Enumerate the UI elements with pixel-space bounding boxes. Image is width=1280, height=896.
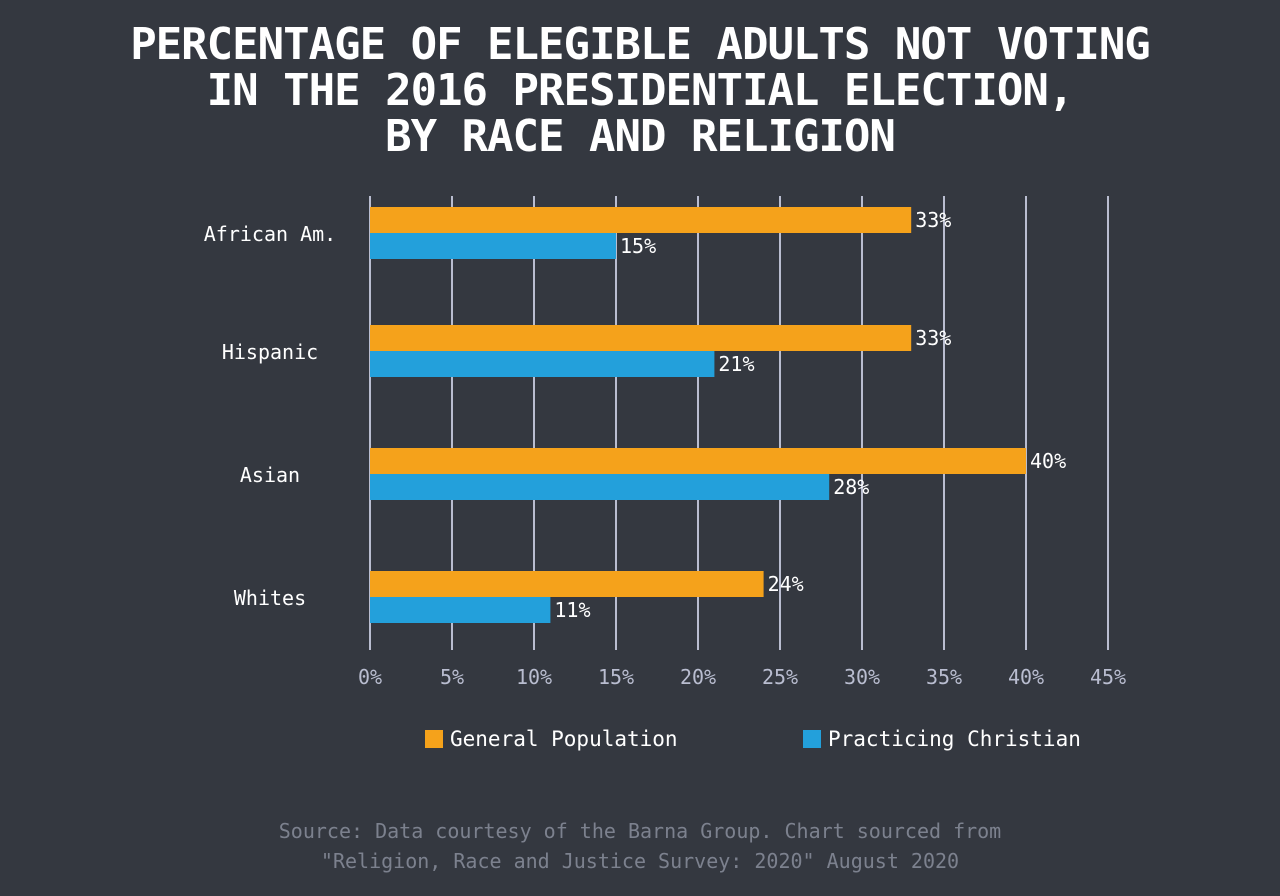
chart-title-line: PERCENTAGE OF ELEGIBLE ADULTS NOT VOTING (130, 19, 1151, 70)
bar (370, 597, 551, 623)
category-label: Hispanic (222, 340, 318, 364)
bar (370, 325, 912, 351)
data-label: 21% (718, 352, 754, 376)
data-label: 11% (554, 598, 590, 622)
category-label: Whites (234, 586, 306, 610)
bar (370, 351, 715, 377)
legend-label: Practicing Christian (828, 727, 1081, 751)
data-label: 40% (1030, 449, 1066, 473)
data-label: 28% (833, 475, 869, 499)
bar (370, 207, 912, 233)
bars-layer (370, 207, 1026, 623)
chart-title-line: IN THE 2016 PRESIDENTIAL ELECTION, (206, 65, 1075, 116)
x-tick-label: 30% (844, 665, 880, 689)
chart-title: PERCENTAGE OF ELEGIBLE ADULTS NOT VOTING… (40, 22, 1240, 160)
chart-title-line: BY RACE AND RELIGION (385, 111, 896, 162)
source-line: Source: Data courtesy of the Barna Group… (278, 819, 1002, 843)
data-label: 33% (915, 326, 951, 350)
x-tick-label: 45% (1090, 665, 1126, 689)
x-tick-label: 15% (598, 665, 634, 689)
data-label: 24% (768, 572, 804, 596)
bar (370, 474, 830, 500)
x-tick-label: 25% (762, 665, 798, 689)
x-tick-label: 40% (1008, 665, 1044, 689)
x-tick-label: 20% (680, 665, 716, 689)
source-note: Source: Data courtesy of the Barna Group… (140, 816, 1140, 876)
data-label: 33% (915, 208, 951, 232)
x-tick-label: 0% (358, 665, 382, 689)
bar (370, 233, 616, 259)
legend-swatch (803, 730, 821, 748)
bar (370, 571, 764, 597)
legend-label: General Population (450, 727, 678, 751)
labels-layer: African Am. Hispanic Asian Whites 33% 33% 40% 2… (204, 208, 1066, 622)
x-tick-label: 5% (440, 665, 464, 689)
category-label: African Am. (204, 222, 336, 246)
source-line: "Religion, Race and Justice Survey: 2020… (320, 849, 960, 873)
category-label: Asian (240, 463, 300, 487)
data-label: 15% (620, 234, 656, 258)
bar (370, 448, 1026, 474)
x-tick-label: 10% (516, 665, 552, 689)
legend-swatch (425, 730, 443, 748)
x-tick-label: 35% (926, 665, 962, 689)
legend: General Population Practicing Christian (425, 727, 1081, 751)
